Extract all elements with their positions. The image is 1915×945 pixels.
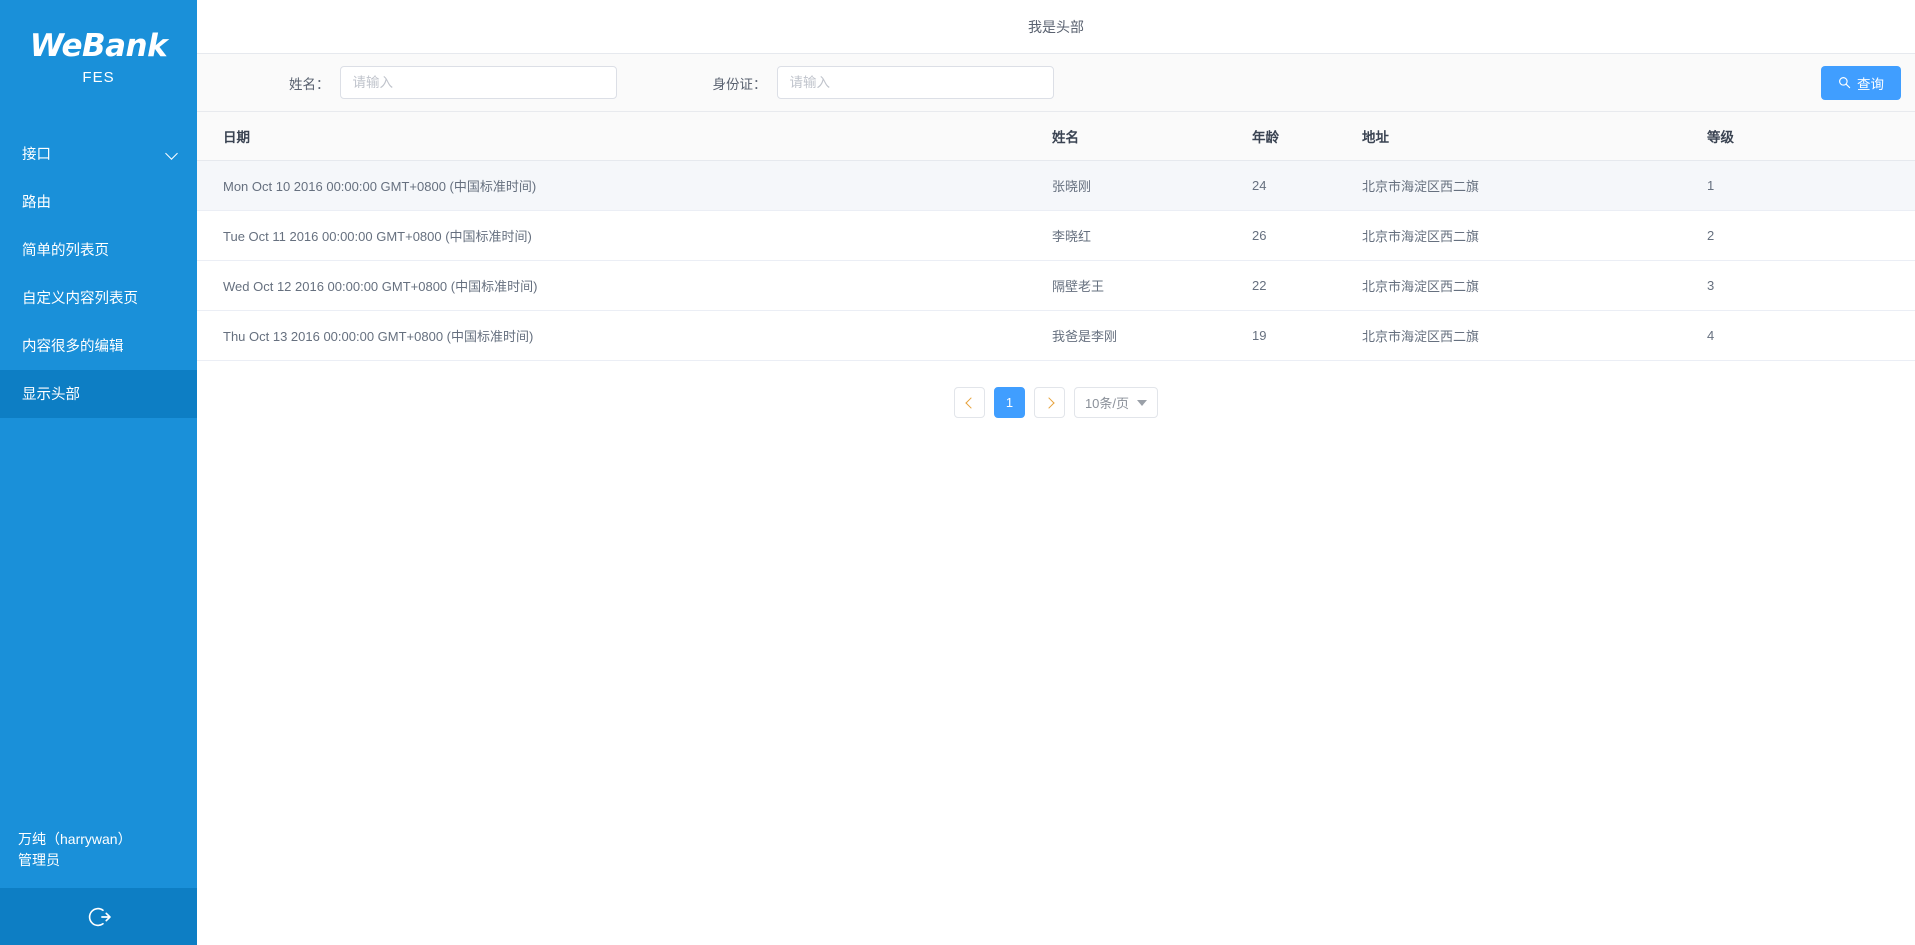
logo-wordmark: WeBank: [29, 28, 168, 64]
user-role: 管理员: [18, 852, 60, 869]
column-header-address[interactable]: 地址: [1362, 112, 1707, 161]
column-header-date[interactable]: 日期: [197, 112, 1052, 161]
chevron-right-icon: [1045, 398, 1054, 407]
logout-button[interactable]: [0, 888, 197, 945]
column-header-name[interactable]: 姓名: [1052, 112, 1252, 161]
data-table: 日期 姓名 年龄 地址 等级 Mon Oct 10 2016 00:00:00 …: [197, 112, 1915, 361]
cell-address: 北京市海淀区西二旗: [1362, 310, 1707, 361]
column-header-level[interactable]: 等级: [1707, 112, 1915, 161]
search-idcard-input[interactable]: [776, 66, 1054, 99]
search-name-input[interactable]: [339, 66, 617, 99]
cell-level: 4: [1707, 310, 1915, 361]
field-name: 姓名：: [289, 66, 617, 99]
table-row[interactable]: Wed Oct 12 2016 00:00:00 GMT+0800 (中国标准时…: [197, 260, 1915, 311]
caret-down-icon: [1137, 399, 1148, 406]
sidebar-item-label: 自定义内容列表页: [22, 291, 138, 308]
pagination-page-1[interactable]: 1: [993, 387, 1025, 418]
search-button-label: 查询: [1857, 76, 1884, 92]
search-icon: [1839, 77, 1851, 89]
cell-date: Wed Oct 12 2016 00:00:00 GMT+0800 (中国标准时…: [197, 260, 1052, 311]
sidebar-item-route[interactable]: 路由: [0, 178, 197, 226]
user-name: 万纯（harrywan）: [18, 830, 132, 847]
sidebar-item-label: 显示头部: [22, 387, 80, 404]
sidebar-item-label: 路由: [22, 195, 51, 212]
sidebar-item-label: 简单的列表页: [22, 243, 109, 260]
search-button[interactable]: 查询: [1821, 65, 1901, 100]
column-header-age[interactable]: 年龄: [1252, 112, 1362, 161]
sidebar-item-label: 接口: [22, 147, 51, 164]
page-header: 我是头部: [197, 0, 1915, 54]
cell-age: 19: [1252, 310, 1362, 361]
cell-date: Mon Oct 10 2016 00:00:00 GMT+0800 (中国标准时…: [197, 160, 1052, 211]
table-row[interactable]: Mon Oct 10 2016 00:00:00 GMT+0800 (中国标准时…: [197, 160, 1915, 211]
field-idcard-label: 身份证：: [712, 76, 767, 92]
user-info: 万纯（harrywan） 管理员: [0, 829, 197, 888]
data-table-container: 日期 姓名 年龄 地址 等级 Mon Oct 10 2016 00:00:00 …: [197, 112, 1915, 361]
sidebar-item-simple-list[interactable]: 简单的列表页: [0, 226, 197, 274]
logo-subtitle: FES: [82, 68, 115, 86]
cell-level: 2: [1707, 210, 1915, 261]
logo: WeBank FES: [0, 0, 197, 104]
cell-name: 李晓红: [1052, 210, 1252, 261]
sidebar: WeBank FES 接口 路由 简单的列表页 自定义内容列表页 内容很多的编辑…: [0, 0, 197, 945]
cell-age: 22: [1252, 260, 1362, 311]
cell-level: 3: [1707, 260, 1915, 311]
table-header-row: 日期 姓名 年龄 地址 等级: [197, 112, 1915, 161]
pagination-prev-button[interactable]: [953, 387, 985, 418]
sidebar-item-interface[interactable]: 接口: [0, 130, 197, 178]
cell-level: 1: [1707, 160, 1915, 211]
sidebar-item-long-edit[interactable]: 内容很多的编辑: [0, 322, 197, 370]
cell-name: 我爸是李刚: [1052, 310, 1252, 361]
sidebar-nav: 接口 路由 简单的列表页 自定义内容列表页 内容很多的编辑 显示头部: [0, 130, 197, 418]
field-idcard: 身份证：: [713, 66, 1054, 99]
page-size-select[interactable]: 10条/页: [1073, 387, 1159, 418]
sidebar-item-show-header[interactable]: 显示头部: [0, 369, 197, 418]
field-name-label: 姓名：: [289, 76, 330, 92]
table-head: 日期 姓名 年龄 地址 等级: [197, 112, 1915, 161]
cell-address: 北京市海淀区西二旗: [1362, 160, 1707, 211]
table-row[interactable]: Thu Oct 13 2016 00:00:00 GMT+0800 (中国标准时…: [197, 310, 1915, 361]
cell-address: 北京市海淀区西二旗: [1362, 260, 1707, 311]
pagination: 1 10条/页: [197, 361, 1915, 418]
sidebar-item-label: 内容很多的编辑: [22, 339, 124, 356]
page-size-label: 10条/页: [1084, 396, 1130, 411]
sidebar-item-custom-list[interactable]: 自定义内容列表页: [0, 274, 197, 322]
page-title: 我是头部: [1028, 18, 1084, 35]
logout-icon: [88, 907, 111, 926]
cell-age: 26: [1252, 210, 1362, 261]
cell-age: 24: [1252, 160, 1362, 211]
cell-date: Tue Oct 11 2016 00:00:00 GMT+0800 (中国标准时…: [197, 210, 1052, 261]
cell-name: 隔壁老王: [1052, 260, 1252, 311]
table-body: Mon Oct 10 2016 00:00:00 GMT+0800 (中国标准时…: [197, 160, 1915, 361]
search-toolbar: 姓名： 身份证： 查询: [197, 54, 1915, 112]
sidebar-spacer: [0, 418, 197, 829]
chevron-down-icon: [166, 147, 179, 160]
cell-name: 张晓刚: [1052, 160, 1252, 211]
table-row[interactable]: Tue Oct 11 2016 00:00:00 GMT+0800 (中国标准时…: [197, 210, 1915, 261]
chevron-left-icon: [965, 398, 974, 407]
cell-date: Thu Oct 13 2016 00:00:00 GMT+0800 (中国标准时…: [197, 310, 1052, 361]
main-content: 我是头部 姓名： 身份证： 查询: [197, 0, 1915, 945]
pagination-next-button[interactable]: [1033, 387, 1065, 418]
cell-address: 北京市海淀区西二旗: [1362, 210, 1707, 261]
